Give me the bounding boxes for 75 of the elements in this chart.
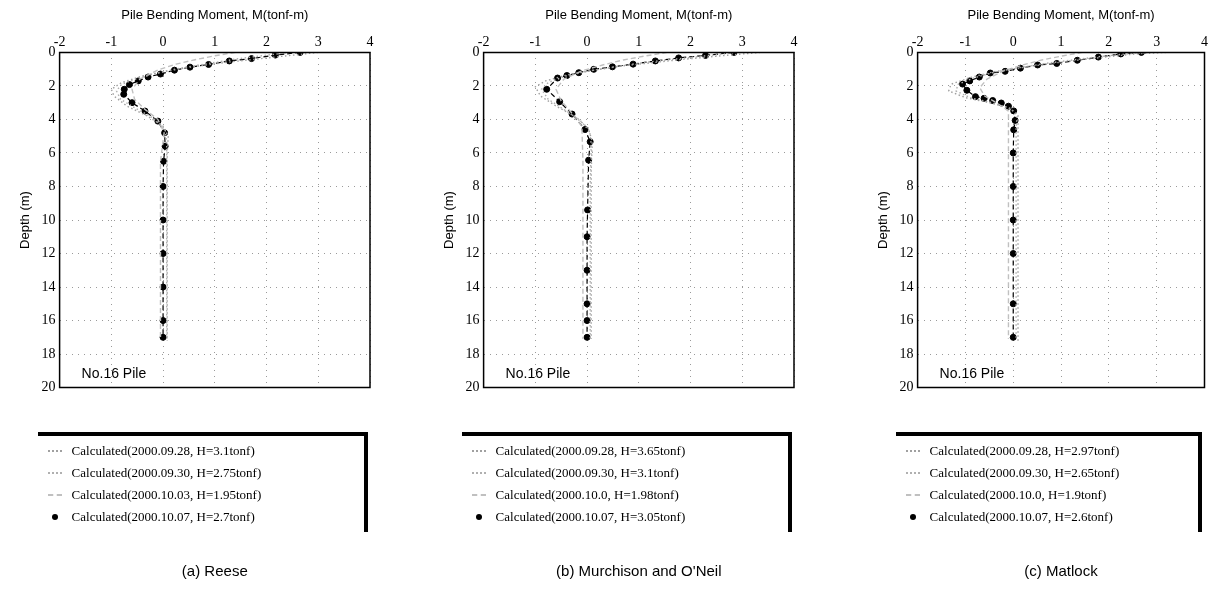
y-tick-label: 0 [48, 44, 56, 60]
legend-label: Calculated(2000.09.30, H=2.65tonf) [929, 465, 1120, 481]
x-axis-title: Pile Bending Moment, M(tonf-m) [545, 7, 733, 23]
legend-label: Calculated(2000.09.28, H=3.1tonf) [71, 443, 255, 459]
x-tick-label: -1 [529, 33, 542, 49]
x-tick-label: 1 [635, 33, 643, 49]
x-tick-label: 2 [1105, 33, 1113, 49]
y-tick-label: 16 [41, 312, 56, 328]
y-tick-label: 16 [899, 312, 914, 328]
x-tick-label: 4 [1201, 33, 1208, 49]
legend-label: Calculated(2000.09.28, H=3.65tonf) [495, 443, 686, 459]
text: (b) Murchison and O'Neil [555, 562, 723, 579]
x-tick-label: 2 [263, 33, 271, 49]
y-tick-label: 20 [899, 379, 914, 395]
y-tick-label: 14 [41, 278, 56, 294]
x-tick-label: 0 [159, 33, 167, 49]
annotation: No.16 Pile [505, 365, 571, 382]
y-tick-label: 6 [48, 144, 56, 160]
legend-label: Calculated(2000.10.0, H=1.9tonf) [929, 487, 1107, 503]
y-tick-label: 2 [48, 77, 56, 93]
annotation: No.16 Pile [81, 365, 147, 382]
x-tick-label: 3 [1153, 33, 1161, 49]
legend-label: Calculated(2000.10.0, H=1.98tonf) [495, 487, 679, 503]
y-tick-label: 14 [899, 278, 914, 294]
y-tick-label: 4 [48, 111, 56, 127]
x-tick-label: 2 [687, 33, 695, 49]
x-tick-label: 1 [211, 33, 219, 49]
x-tick-label: 4 [366, 33, 374, 49]
y-tick-label: 4 [472, 111, 480, 127]
y-tick-label: 16 [465, 312, 480, 328]
x-axis-title: Pile Bending Moment, M(tonf-m) [967, 7, 1155, 23]
legend-label: Calculated(2000.09.30, H=3.1tonf) [495, 465, 679, 481]
y-tick-label: 20 [41, 379, 56, 395]
x-tick-label: 4 [790, 33, 798, 49]
y-tick-label: 2 [472, 77, 480, 93]
y-tick-label: 18 [41, 345, 56, 361]
x-tick-label: 0 [1009, 33, 1017, 49]
legend-label: Calculated(2000.10.07, H=2.7tonf) [71, 509, 255, 525]
y-axis-title: Depth (m) [875, 191, 891, 249]
y-tick-label: 12 [899, 245, 914, 261]
y-tick-label: 18 [465, 345, 480, 361]
x-axis-title: Pile Bending Moment, M(tonf-m) [121, 7, 309, 23]
y-axis-title: Depth (m) [17, 191, 33, 249]
y-tick-label: 12 [41, 245, 56, 261]
legend-label: Calculated(2000.09.28, H=2.97tonf) [929, 443, 1120, 459]
legend-label: Calculated(2000.10.03, H=1.95tonf) [71, 487, 262, 503]
text: (c) Matlock [1023, 562, 1099, 579]
x-tick-label: 3 [314, 33, 322, 49]
y-tick-label: 8 [906, 178, 914, 194]
y-tick-label: 10 [465, 211, 480, 227]
y-tick-label: 10 [899, 211, 914, 227]
text: (a) Reese [180, 562, 249, 579]
y-tick-label: 8 [472, 178, 480, 194]
x-tick-label: -1 [105, 33, 118, 49]
x-tick-label: -1 [959, 33, 972, 49]
y-tick-label: 20 [465, 379, 480, 395]
y-tick-label: 4 [906, 111, 914, 127]
y-tick-label: 0 [472, 44, 480, 60]
x-tick-label: 1 [1057, 33, 1065, 49]
legend-label: Calculated(2000.10.07, H=3.05tonf) [495, 509, 686, 525]
y-tick-label: 0 [906, 44, 914, 60]
y-tick-label: 6 [906, 144, 914, 160]
y-tick-label: 18 [899, 345, 914, 361]
y-tick-label: 8 [48, 178, 56, 194]
y-tick-label: 10 [41, 211, 56, 227]
y-tick-label: 12 [465, 245, 480, 261]
y-tick-label: 14 [465, 278, 480, 294]
x-tick-label: 3 [738, 33, 746, 49]
legend-label: Calculated(2000.10.07, H=2.6tonf) [929, 509, 1113, 525]
x-tick-label: 0 [583, 33, 591, 49]
legend-label: Calculated(2000.09.30, H=2.75tonf) [71, 465, 262, 481]
y-tick-label: 6 [472, 144, 480, 160]
y-axis-title: Depth (m) [441, 191, 457, 249]
annotation: No.16 Pile [939, 365, 1005, 382]
y-tick-label: 2 [906, 77, 914, 93]
